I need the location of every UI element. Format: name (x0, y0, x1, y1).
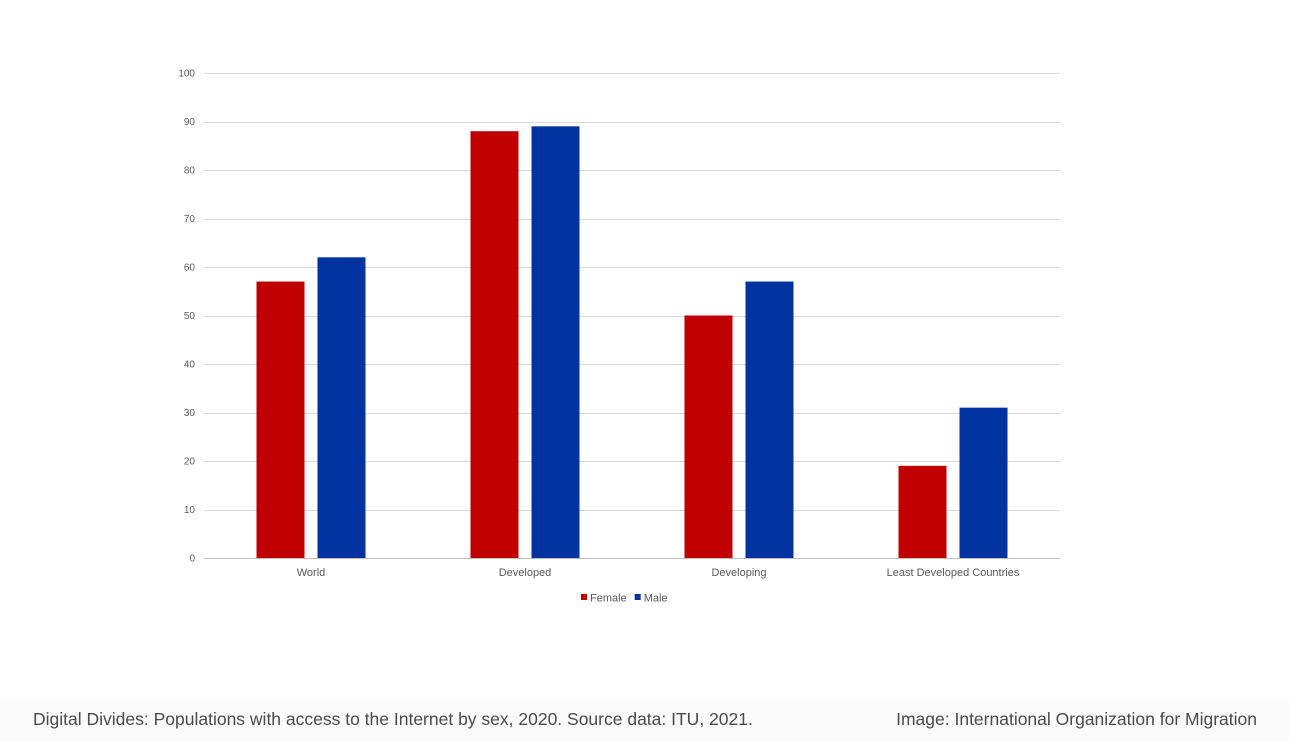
x-category-label: Least Developed Countries (887, 567, 1020, 579)
bar-chart: 0 10 20 30 40 50 60 70 80 90 100 World Developed Dev… (178, 69, 1060, 605)
figure-caption: Digital Divides: Populations with access… (33, 709, 753, 729)
bar-female-developed (470, 131, 519, 558)
y-tick-label: 100 (178, 69, 195, 80)
y-tick-label: 50 (184, 311, 196, 322)
legend: Female Male (581, 593, 668, 605)
y-tick-label: 30 (184, 408, 196, 419)
legend-swatch-male (634, 594, 641, 600)
legend-swatch-female (581, 594, 587, 600)
y-tick-label: 0 (189, 554, 195, 565)
bar-female-world (256, 281, 305, 558)
y-tick-label: 10 (184, 505, 196, 516)
x-axis-category-labels: World Developed Developing Least Developed … (297, 567, 1020, 579)
bars (256, 126, 1008, 558)
caption-bar (0, 700, 1289, 742)
y-axis-tick-labels: 0 10 20 30 40 50 60 70 80 90 100 (178, 69, 195, 565)
y-tick-label: 20 (184, 457, 196, 468)
bar-female-least-developed-countries (898, 465, 947, 558)
bar-male-developed (531, 126, 580, 558)
bar-male-least-developed-countries (959, 407, 1008, 558)
x-category-label: Developing (711, 567, 766, 579)
bar-male-world (317, 257, 366, 558)
y-tick-label: 40 (184, 360, 196, 371)
y-tick-label: 60 (184, 263, 196, 274)
image-credit: Image: International Organization for Mi… (896, 709, 1257, 729)
y-tick-label: 90 (184, 117, 196, 128)
bar-female-developing (684, 315, 733, 558)
y-tick-label: 70 (184, 214, 196, 225)
bar-male-developing (745, 281, 794, 558)
x-category-label: World (297, 567, 326, 579)
x-category-label: Developed (499, 567, 552, 579)
legend-label-male: Male (644, 593, 668, 605)
legend-label-female: Female (590, 593, 627, 605)
y-tick-label: 80 (184, 166, 196, 177)
